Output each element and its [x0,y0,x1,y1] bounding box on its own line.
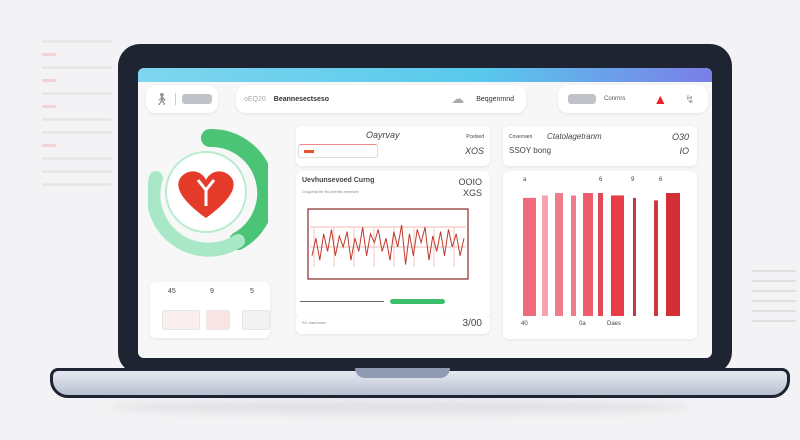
bar-bottom-label-1: 40 [521,321,528,327]
tile-button-2[interactable] [206,310,230,330]
bar-bottom-label-2: 0a [579,321,586,327]
cloud-icon: ☁ [451,91,465,106]
bar [666,193,680,316]
tile-button-3[interactable] [242,310,270,330]
tile-label-1: 45 [168,288,176,295]
bar-chart [523,193,680,316]
bar-top-label-3: 9 [631,177,635,183]
summary-card: Oayrvay Pcelsed XOS [296,126,490,166]
bar [583,193,593,316]
header-bar: oEQ20 Beannesectseso ☁ Beqgenmnd [236,85,526,113]
ecg-chart [307,208,469,280]
bar-bottom-label-3: Daes [607,321,622,327]
ecg-frame [307,208,469,280]
summary-small-label: Pcelsed [466,134,484,140]
header-title: Beannesectseso [273,95,330,103]
search-label[interactable]: Beqgenmnd [476,95,514,103]
bar [598,193,603,316]
bar [542,195,548,316]
summary-title: Oayrvay [366,130,400,140]
header-prefix: oEQ20 [244,95,266,103]
laptop-shadow [110,400,690,414]
laptop-notch [355,368,450,378]
bar [571,195,576,316]
ecg-title: Uevhunsevoed Curng [302,177,375,184]
background-decoration [42,30,112,260]
bar [611,195,624,316]
tile-label-2: 9 [210,288,214,295]
alert-icon[interactable]: ▲ [653,91,668,107]
ecg-footer-value: 3/00 [462,318,482,329]
bars-subtitle: SSOY bong [509,146,552,155]
background-decoration-right [752,262,796,342]
toggle-icon[interactable]: ↯ [685,93,695,106]
ecg-value-2: XGS [462,188,482,198]
bar-top-label-2: 6 [599,177,603,183]
laptop-screen: 🚶︎ oEQ20 Beannesectseso ☁ Beqgenmnd Conr… [138,68,712,358]
summary-value: XOS [464,146,484,156]
ecg-trace [311,224,465,265]
progress-bar [390,299,446,304]
ring-track [148,171,245,257]
header-gray-button[interactable] [568,94,596,104]
screen-gradient-bar [138,68,712,82]
bar-top-label-4: 6 [659,177,663,183]
ring-progress [201,128,268,250]
tile-label-3: 5 [250,288,254,295]
header-button[interactable]: Conrnrs [604,96,626,102]
ecg-footer: SC eaensnes 3/00 [296,314,490,334]
bar [523,197,536,316]
summary-input[interactable] [298,144,378,158]
bars-title-small: Coverraen [509,134,533,140]
tile-button-1[interactable] [162,310,200,330]
ecg-value-1: OOIO [458,177,482,187]
bars-header-card: Coverraen Ctatolagetranm SSOY bong O30 I… [503,126,697,166]
bars-title: Ctatolagetranm [547,132,602,141]
user-pill[interactable]: 🚶︎ [146,85,218,113]
bars-value-1: O30 [671,132,689,142]
bar-top-label-1: a [523,177,527,183]
ecg-card: Uevhunsevoed Curng Cnspetal tte fet cner… [296,171,490,319]
bar [555,193,563,316]
user-icon: 🚶︎ [154,92,170,106]
bar [654,200,658,316]
bars-card: a 6 9 6 40 0a Daes [503,171,697,339]
ecg-footer-label: SC eaensnes [302,320,327,325]
user-label [182,94,213,104]
progress-track [300,301,384,302]
bar [633,197,636,316]
quick-tiles: 45 9 5 [150,282,270,338]
heart-glyph [196,179,216,206]
ecg-subtitle: Cnspetal tte fet cnerbb enbesee [302,189,359,194]
header-right: Conrnrs ▲ ↯ [558,85,708,113]
heart-rate-ring [148,128,268,257]
bars-value-2: IO [679,146,689,156]
